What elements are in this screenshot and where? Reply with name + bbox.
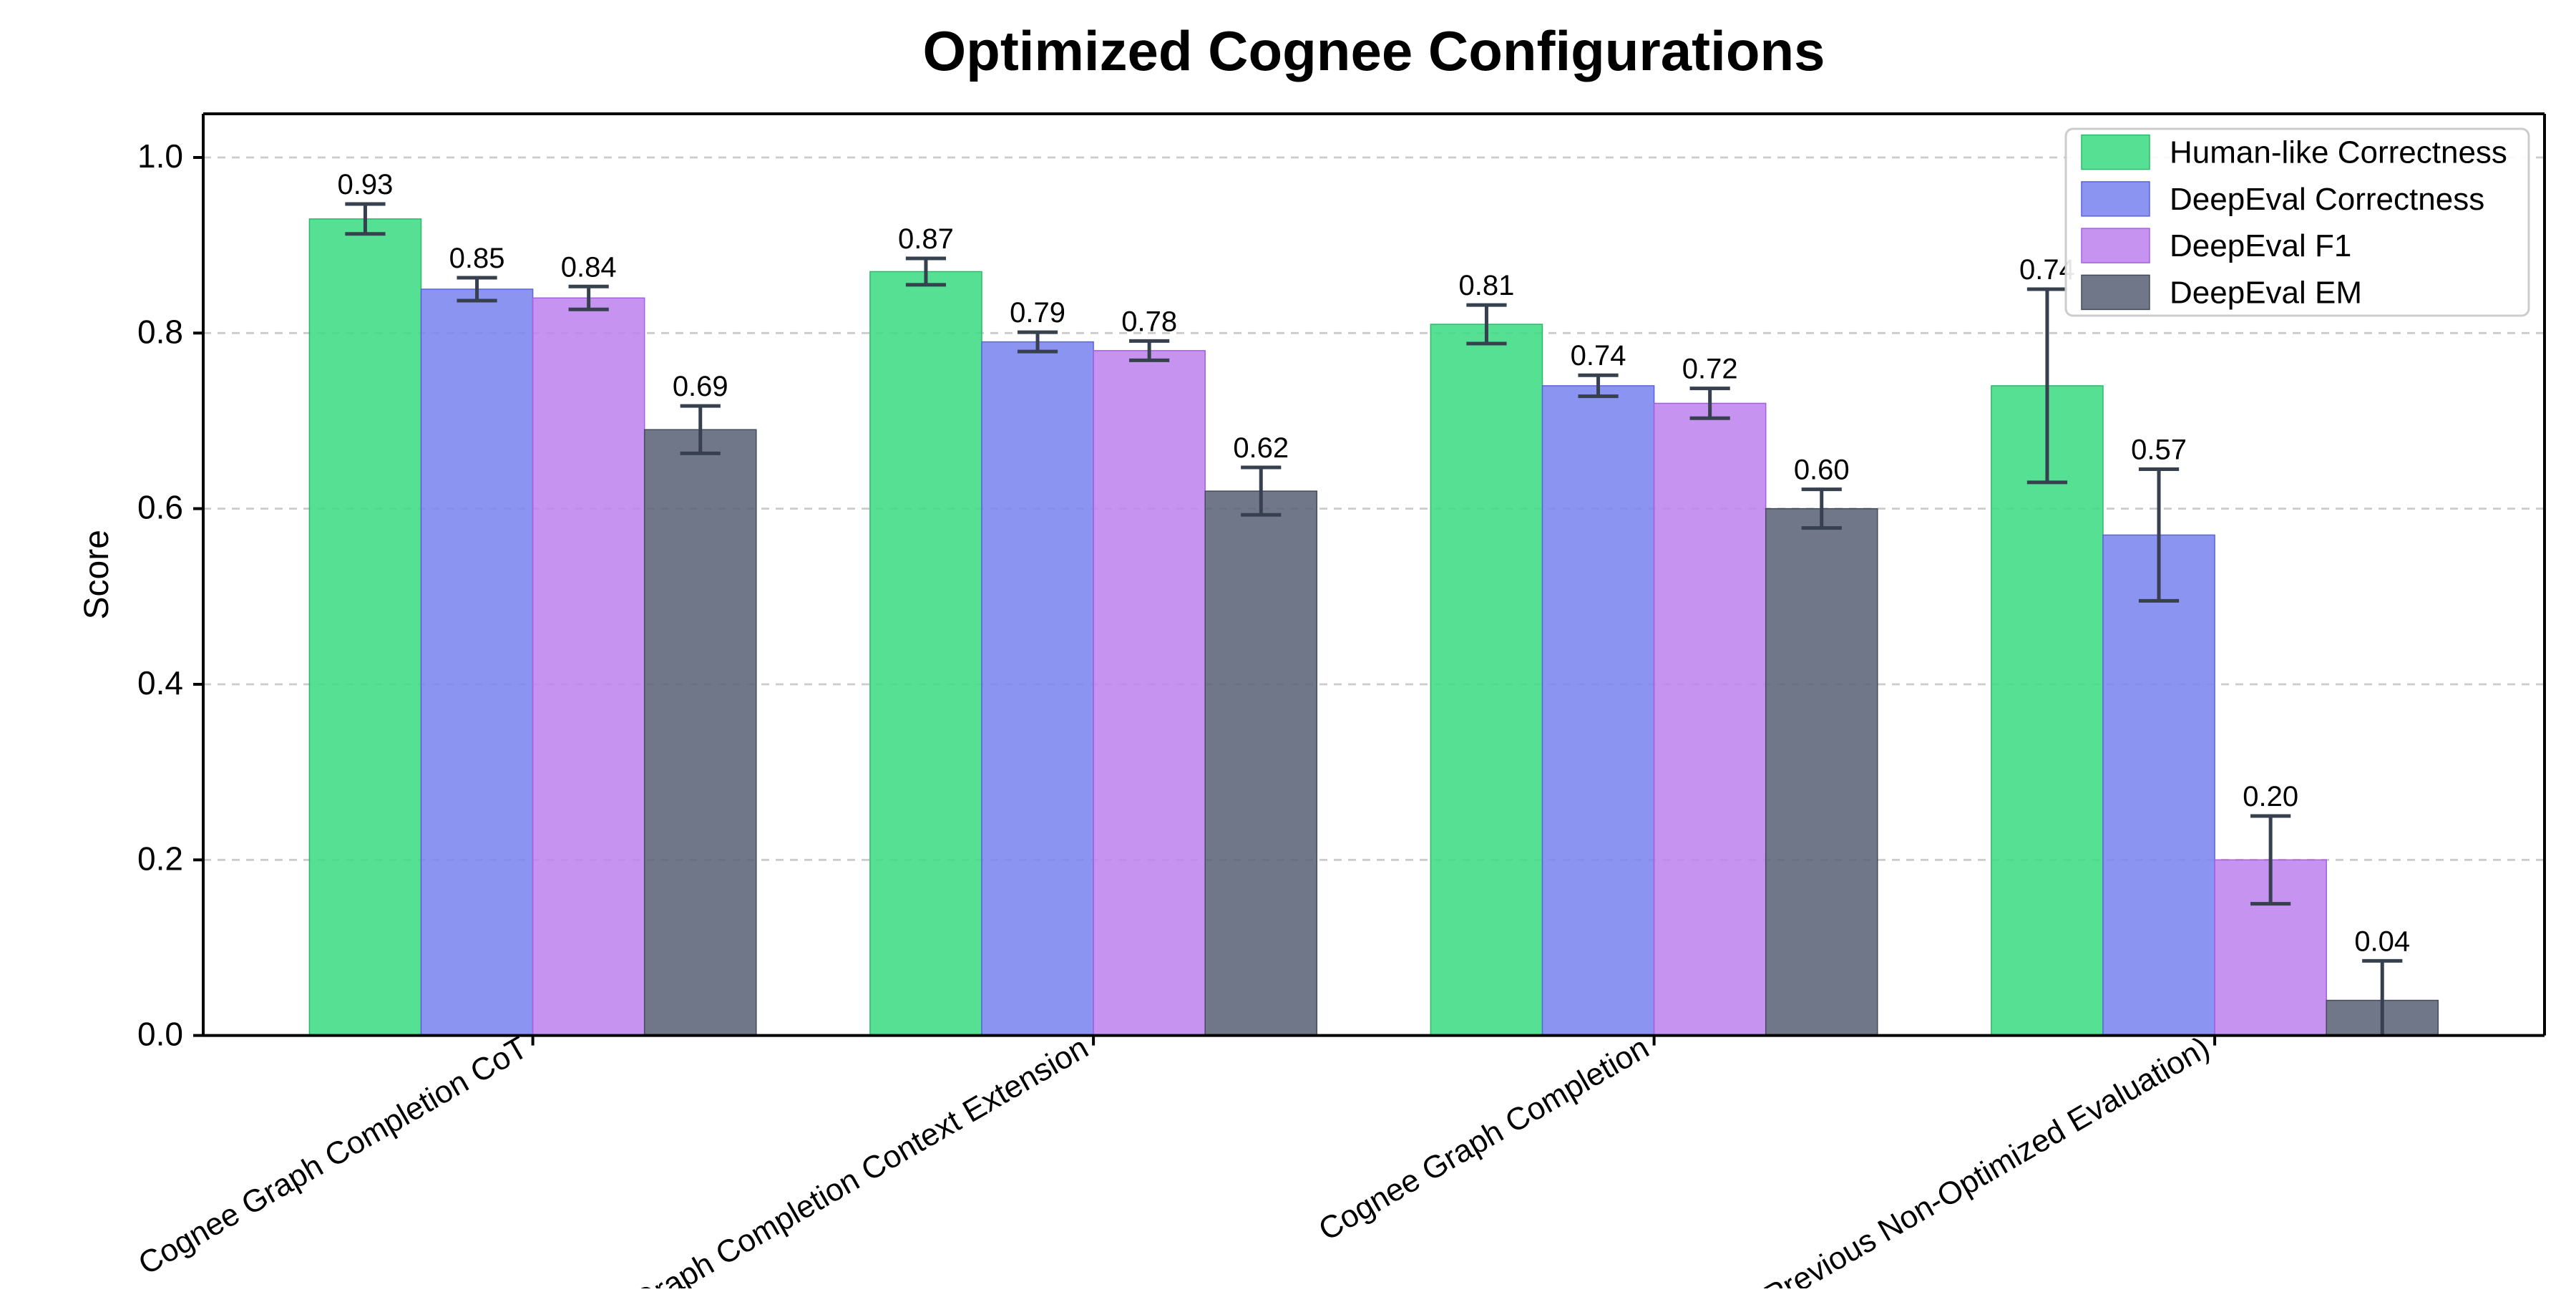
svg-text:1.0: 1.0: [137, 137, 183, 175]
svg-text:DeepEval Correctness: DeepEval Correctness: [2170, 182, 2484, 217]
svg-text:0.4: 0.4: [137, 664, 183, 701]
svg-text:0.20: 0.20: [2243, 781, 2298, 812]
svg-text:0.57: 0.57: [2131, 434, 2187, 465]
svg-text:0.87: 0.87: [898, 223, 954, 255]
svg-text:0.93: 0.93: [338, 169, 394, 200]
svg-text:0.85: 0.85: [449, 243, 505, 274]
svg-text:0.0: 0.0: [137, 1016, 183, 1053]
svg-text:Score: Score: [78, 530, 116, 619]
svg-text:0.6: 0.6: [137, 489, 183, 526]
svg-text:0.69: 0.69: [673, 371, 728, 402]
svg-text:0.72: 0.72: [1682, 354, 1738, 385]
svg-text:0.62: 0.62: [1233, 432, 1289, 464]
svg-text:0.81: 0.81: [1459, 270, 1515, 301]
svg-text:Human-like Correctness: Human-like Correctness: [2170, 135, 2507, 170]
svg-text:0.84: 0.84: [561, 251, 617, 283]
svg-text:Optimized Cognee Configuration: Optimized Cognee Configurations: [923, 19, 1825, 82]
svg-text:0.79: 0.79: [1010, 297, 1065, 329]
svg-text:0.74: 0.74: [1571, 340, 1626, 371]
svg-text:0.60: 0.60: [1794, 455, 1850, 486]
svg-text:0.78: 0.78: [1121, 306, 1177, 337]
svg-text:DeepEval F1: DeepEval F1: [2170, 228, 2351, 263]
svg-text:0.04: 0.04: [2354, 926, 2410, 957]
svg-text:DeepEval EM: DeepEval EM: [2170, 275, 2362, 310]
svg-text:0.2: 0.2: [137, 840, 183, 877]
svg-text:0.8: 0.8: [137, 313, 183, 350]
